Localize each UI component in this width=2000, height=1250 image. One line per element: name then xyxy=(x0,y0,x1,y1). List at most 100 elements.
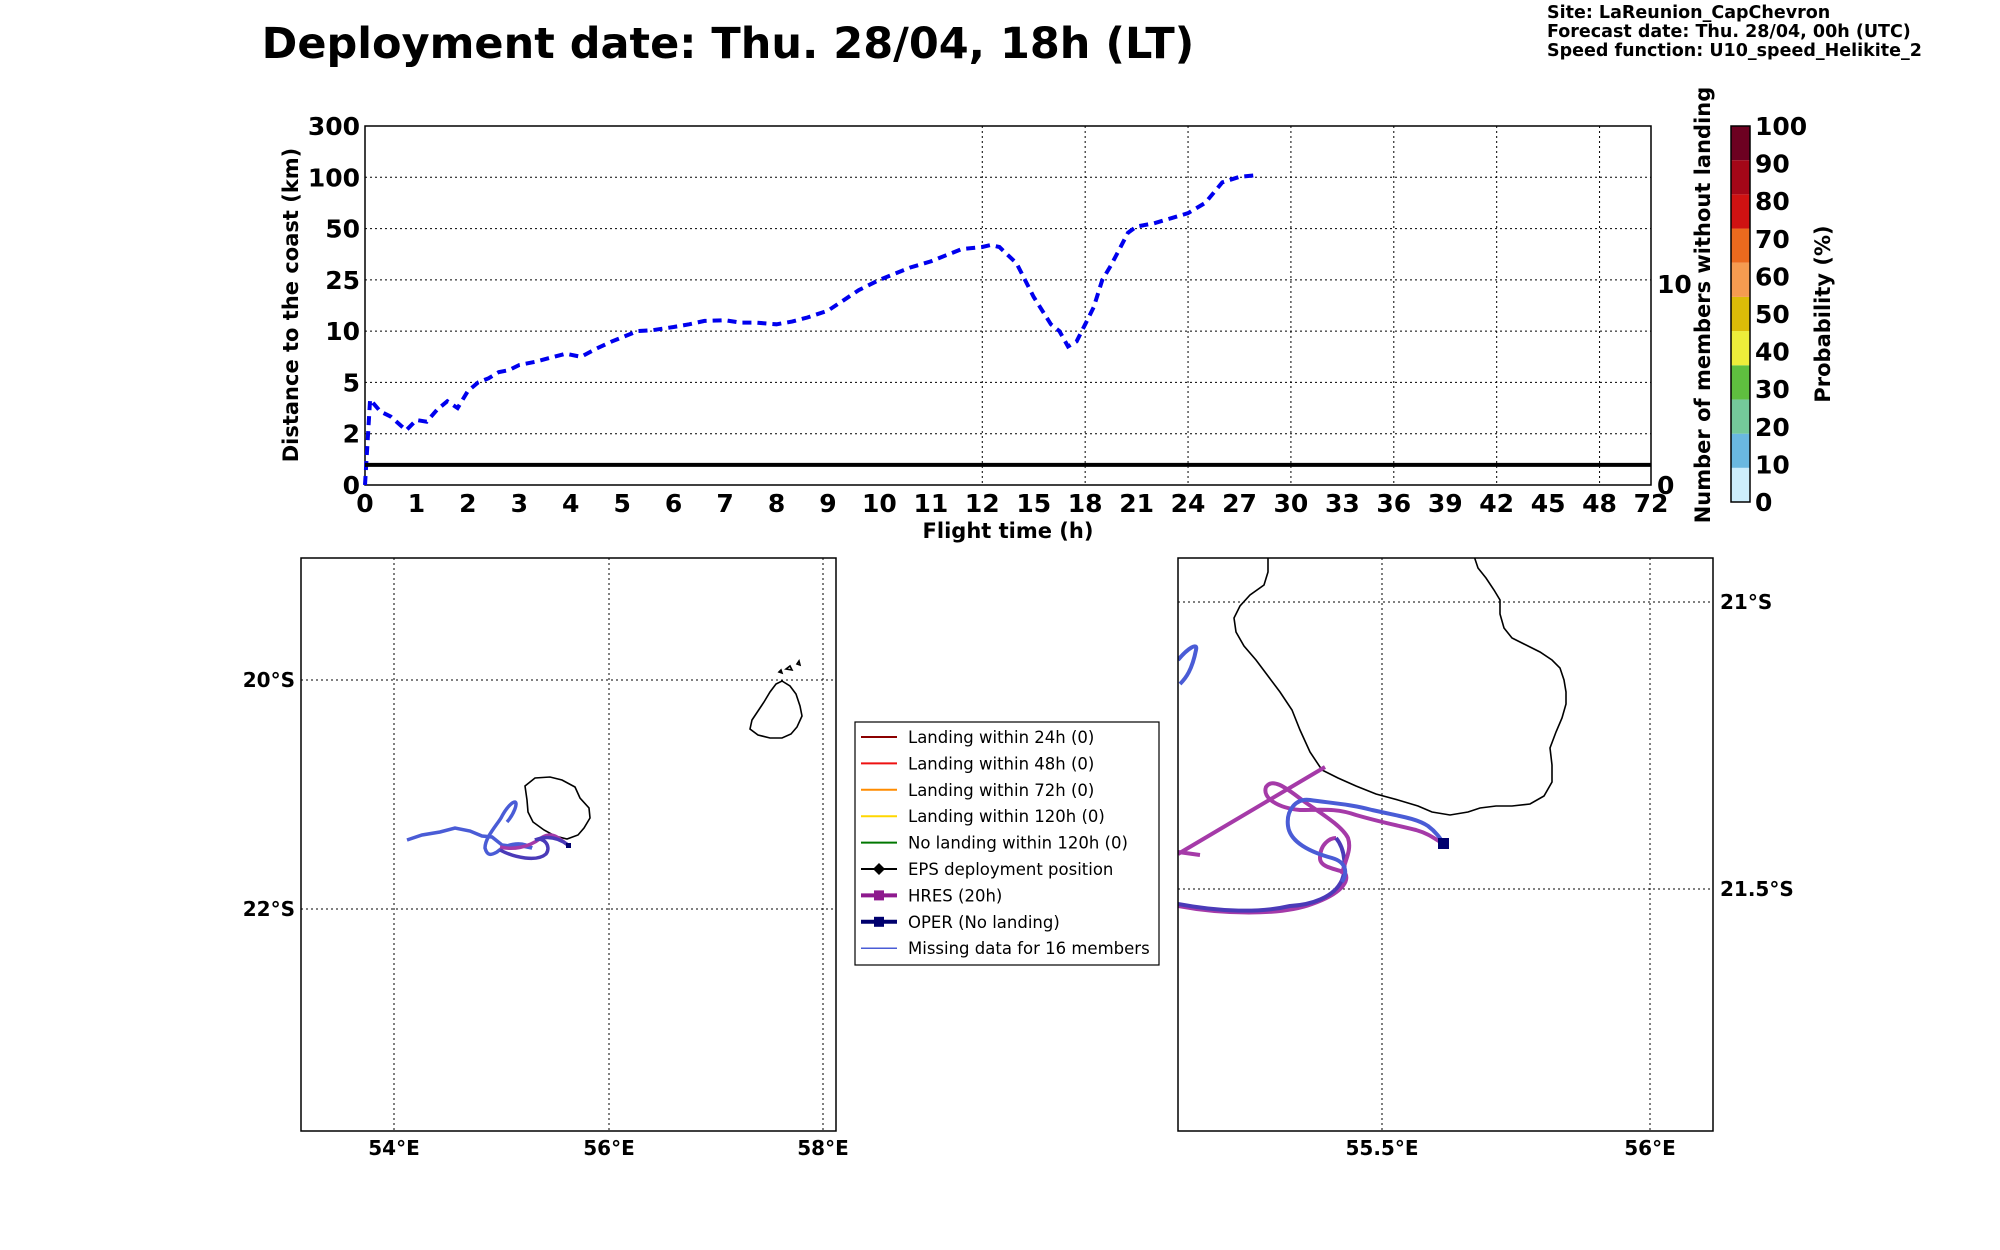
member-track xyxy=(1178,644,1199,686)
legend-item: Landing within 24h (0) xyxy=(861,728,1094,747)
legend-item: OPER (No landing) xyxy=(861,913,1060,932)
colorbar-cell xyxy=(1731,365,1750,400)
islet-2 xyxy=(795,659,802,667)
probability-colorbar: 0 10 20 30 40 50 60 70 80 90 100 Probability (%) xyxy=(1730,112,1835,517)
hres-track xyxy=(1178,836,1349,915)
x-tick-label: 1 xyxy=(408,489,425,518)
x-tick-label: 18 xyxy=(1068,489,1103,518)
x-tick-label: 15 xyxy=(1016,489,1051,518)
reunion-coastline xyxy=(524,776,591,840)
colorbar-tick-label: 30 xyxy=(1755,375,1790,404)
colorbar-cell xyxy=(1731,160,1750,195)
colorbar-label: Probability (%) xyxy=(1811,225,1835,402)
legend-label: EPS deployment position xyxy=(908,860,1113,879)
legend-label: Landing within 120h (0) xyxy=(908,807,1105,826)
map-y-tick: 22°S xyxy=(243,897,295,921)
map-frame xyxy=(300,557,837,1132)
y-tick-label: 2 xyxy=(343,420,360,449)
legend-items: Landing within 24h (0) Landing within 48h… xyxy=(861,728,1150,958)
legend-label: HRES (20h) xyxy=(908,886,1002,905)
regional-map: 54°E 56°E 58°E 20°S 22°S xyxy=(243,557,849,1160)
x-tick-label: 24 xyxy=(1171,489,1206,518)
legend-item: HRES (20h) xyxy=(861,886,1002,905)
legend-label: Landing within 48h (0) xyxy=(908,754,1094,773)
y-tick-label: 0 xyxy=(343,471,360,500)
x-tick-label: 30 xyxy=(1274,489,1309,518)
map-frame xyxy=(1177,557,1714,1132)
colorbar-cell xyxy=(1731,331,1750,366)
x-tick-label: 9 xyxy=(819,489,836,518)
y-tick-label: 5 xyxy=(343,368,360,397)
legend-frame xyxy=(854,721,1160,966)
x-axis-ticks: 0 1 2 3 4 5 6 7 8 9 10 11 12 15 18 21 24 27 30 33 36 39 42 45 48… xyxy=(356,489,1668,518)
zoomed-map: 55.5°E 56°E 21°S 21.5°S xyxy=(1177,557,1794,1160)
map-y-tick: 21.5°S xyxy=(1720,877,1794,901)
legend-item: Landing within 48h (0) xyxy=(861,754,1094,773)
colorbar-tick-label: 80 xyxy=(1755,187,1790,216)
reunion-coastline xyxy=(1233,558,1567,816)
chart-grid xyxy=(365,126,1651,485)
colorbar-cells xyxy=(1731,126,1750,502)
legend-item: Landing within 120h (0) xyxy=(861,807,1105,826)
x-tick-label: 27 xyxy=(1222,489,1257,518)
y-tick-label: 50 xyxy=(325,215,360,244)
map-x-tick: 56°E xyxy=(583,1136,635,1160)
colorbar-cell xyxy=(1731,228,1750,263)
hres-track xyxy=(1263,781,1445,875)
legend-label: Landing within 24h (0) xyxy=(908,728,1094,747)
colorbar-cell xyxy=(1731,126,1750,161)
colorbar-tick-label: 90 xyxy=(1755,150,1790,179)
member-track xyxy=(483,800,533,857)
colorbar-tick-label: 100 xyxy=(1755,112,1807,141)
y2-tick-label: 10 xyxy=(1657,270,1692,299)
mauritius-coastline xyxy=(749,680,803,739)
chart-series xyxy=(363,173,1651,486)
y-tick-label: 10 xyxy=(325,317,360,346)
y2-axis-ticks: 0 10 xyxy=(1657,270,1692,500)
y-tick-label: 300 xyxy=(308,112,360,141)
forecast-label: Forecast date: Thu. 28/04, 00h (UTC) xyxy=(1547,22,1911,42)
x-tick-label: 7 xyxy=(716,489,733,518)
x-tick-label: 39 xyxy=(1428,489,1463,518)
colorbar-cell xyxy=(1731,262,1750,297)
colorbar-tick-label: 10 xyxy=(1755,450,1790,479)
member-track xyxy=(406,826,533,850)
colorbar-ticks: 0 10 20 30 40 50 60 70 80 90 100 xyxy=(1755,112,1807,517)
map-y-tick: 20°S xyxy=(243,668,295,692)
legend-label: Landing within 72h (0) xyxy=(908,781,1094,800)
colorbar-tick-label: 60 xyxy=(1755,262,1790,291)
colorbar-tick-label: 20 xyxy=(1755,413,1790,442)
map-y-tick: 21°S xyxy=(1720,590,1772,614)
legend-marker xyxy=(874,890,884,901)
legend-item: Landing within 72h (0) xyxy=(861,781,1094,800)
colorbar-cell xyxy=(1731,399,1750,434)
x-tick-label: 12 xyxy=(965,489,1000,518)
legend-marker xyxy=(873,863,885,875)
islet-1 xyxy=(784,664,794,672)
x-tick-label: 10 xyxy=(862,489,897,518)
x-tick-label: 4 xyxy=(562,489,579,518)
map-x-tick: 56°E xyxy=(1624,1136,1676,1160)
colorbar-tick-label: 0 xyxy=(1755,488,1772,517)
map-x-tick: 54°E xyxy=(368,1136,420,1160)
legend-marker xyxy=(874,916,884,927)
chart-title: Deployment date: Thu. 28/04, 18h (LT) xyxy=(262,19,1195,69)
distance-chart: 0 1 2 3 4 5 6 7 8 9 10 11 12 15 18 21 24 27 30 33 36 39 42 45 48… xyxy=(279,87,1715,543)
x-tick-label: 33 xyxy=(1325,489,1360,518)
x-tick-label: 11 xyxy=(913,489,948,518)
map-x-tick: 55.5°E xyxy=(1345,1136,1418,1160)
map-x-tick: 58°E xyxy=(797,1136,849,1160)
x-tick-label: 36 xyxy=(1376,489,1411,518)
hres-track xyxy=(1178,765,1327,856)
legend-item: EPS deployment position xyxy=(861,860,1113,879)
colorbar-cell xyxy=(1731,433,1750,468)
x-tick-label: 2 xyxy=(459,489,476,518)
speed-function-label: Speed function: U10_speed_Helikite_2 xyxy=(1547,41,1922,61)
colorbar-frame xyxy=(1730,125,1751,503)
x-tick-label: 6 xyxy=(665,489,682,518)
legend-label: OPER (No landing) xyxy=(908,913,1060,932)
deployment-marker xyxy=(1438,838,1449,849)
y-tick-label: 100 xyxy=(308,163,360,192)
